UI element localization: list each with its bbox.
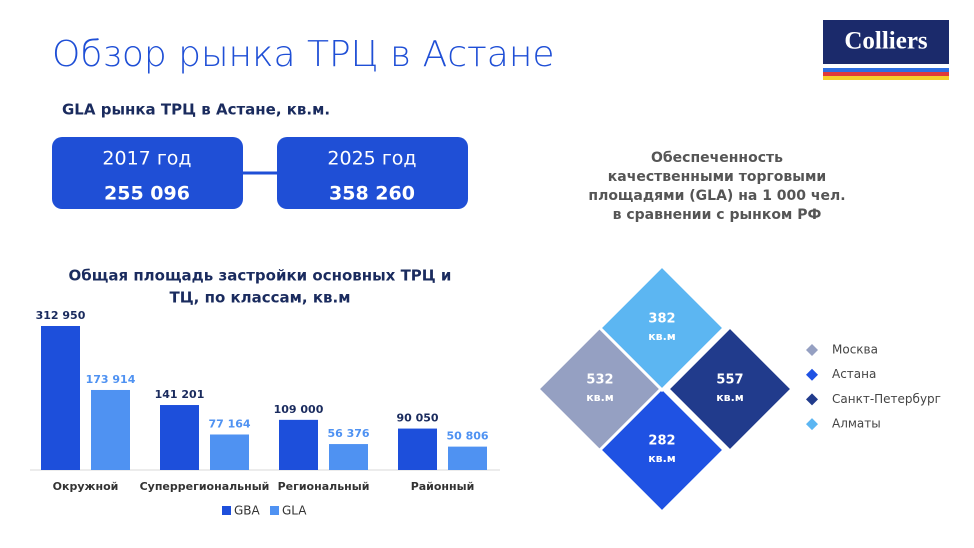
data-label: 109 000 (274, 403, 324, 416)
x-tick-label: Окружной (53, 480, 119, 493)
gla-heading: GLA рынка ТРЦ в Астане, кв.м. (62, 101, 330, 119)
legend-label: Москва (832, 343, 878, 357)
data-label: 312 950 (36, 309, 86, 322)
legend-label: GBA (234, 504, 261, 518)
logo-text: Colliers (844, 28, 928, 55)
diamond-unit: кв.м (716, 391, 744, 404)
gla-box (277, 137, 468, 209)
diamond (597, 385, 727, 515)
bar (448, 446, 487, 470)
slide-title: Обзор рынка ТРЦ в Астане (52, 34, 555, 75)
x-tick-label: Региональный (278, 480, 370, 493)
data-label: 50 806 (446, 430, 488, 443)
logo-stripe (823, 64, 949, 68)
gla-box (52, 137, 243, 209)
logo: Colliers (823, 20, 949, 80)
diamond-unit: кв.м (648, 452, 676, 465)
bar (329, 444, 368, 470)
legend-label: GLA (282, 504, 307, 518)
bar (279, 419, 318, 470)
data-label: 90 050 (396, 412, 438, 425)
gla-value: 255 096 (104, 183, 190, 205)
diamond-unit: кв.м (648, 330, 676, 343)
logo-stripe (823, 76, 949, 80)
gla-year: 2017 год (102, 148, 191, 170)
data-label: 141 201 (155, 388, 205, 401)
bar (210, 434, 249, 470)
legend-swatch (806, 393, 818, 406)
chart-title: Общая площадь застройки основных ТРЦ и (69, 267, 452, 285)
chart-title: площадями (GLA) на 1 000 чел. (588, 188, 845, 204)
legend-label: Алматы (832, 417, 881, 431)
data-label: 77 164 (208, 417, 250, 430)
diamond-unit: кв.м (586, 391, 614, 404)
legend-swatch (806, 368, 818, 381)
legend-swatch (270, 506, 279, 515)
logo-stripe (823, 72, 949, 76)
diamond (597, 263, 727, 393)
chart-title: в сравнении с рынком РФ (613, 207, 822, 223)
data-label: 173 914 (86, 373, 136, 386)
data-label: 56 376 (327, 427, 369, 440)
chart-title: Обеспеченность (651, 150, 783, 166)
legend-label: Санкт-Петербург (832, 392, 941, 406)
chart-title: качественными торговыми (608, 169, 826, 185)
legend-swatch (806, 344, 818, 356)
bar (41, 326, 80, 470)
diamond-value: 532 (586, 373, 613, 388)
diamond (665, 324, 795, 454)
bar (398, 428, 437, 470)
chart-title: ТЦ, по классам, кв.м (170, 289, 351, 307)
legend-label: Астана (832, 367, 876, 381)
diamond-value: 557 (716, 373, 743, 388)
logo-stripe (823, 68, 949, 72)
gla-year: 2025 год (327, 148, 416, 170)
diamond-value: 382 (648, 312, 675, 327)
bar (91, 389, 130, 470)
x-tick-label: Суперрегиональный (140, 480, 270, 493)
gla-value: 358 260 (329, 183, 415, 205)
legend-swatch (806, 418, 818, 431)
diamond-value: 282 (648, 434, 675, 449)
legend-swatch (222, 506, 231, 515)
bar (160, 405, 199, 470)
x-tick-label: Районный (411, 480, 475, 493)
